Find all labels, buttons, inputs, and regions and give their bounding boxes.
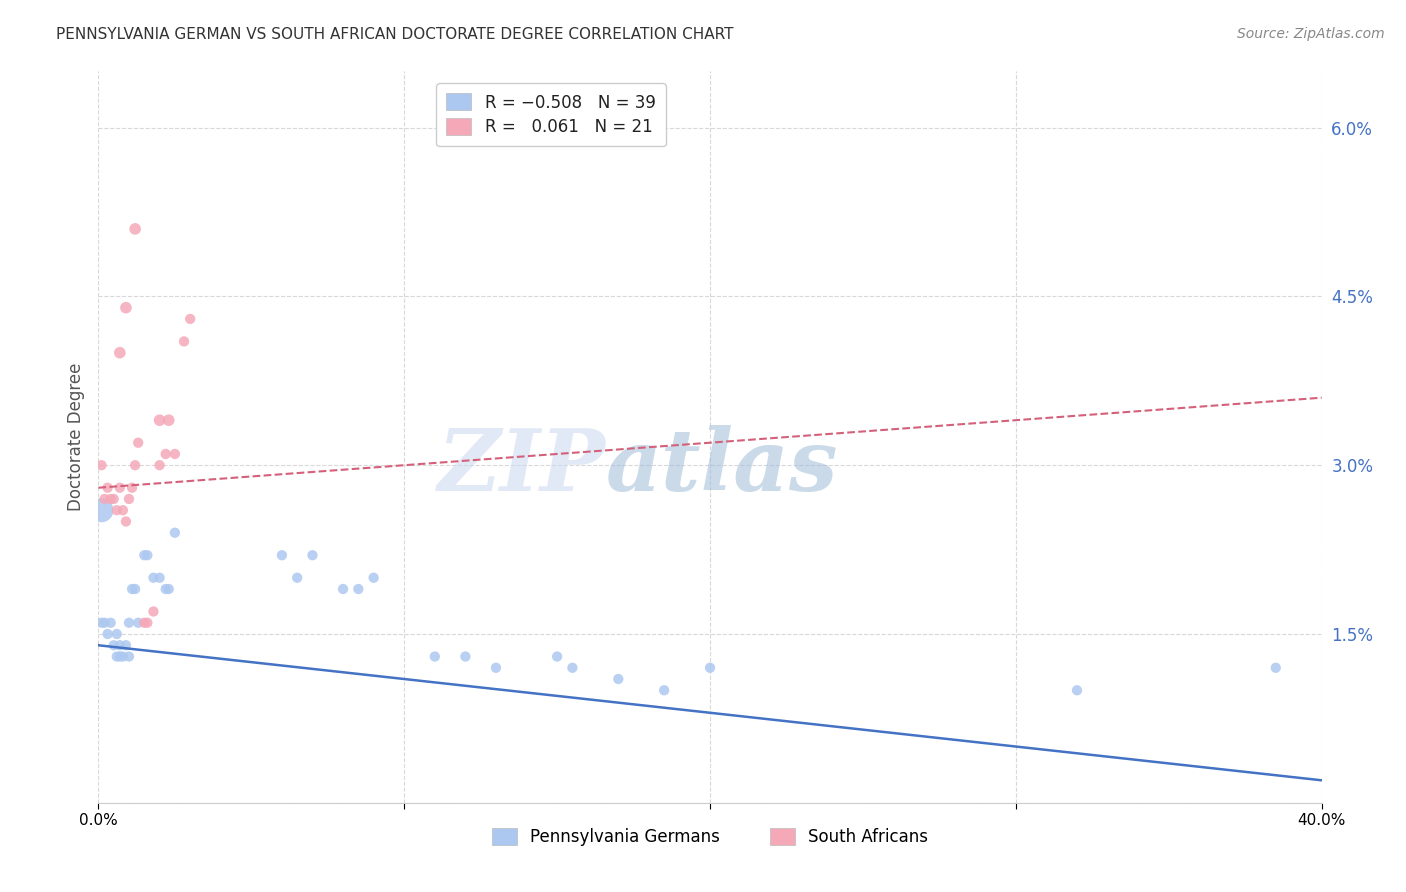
Point — [136, 615, 159, 630]
Point — [115, 638, 138, 652]
Text: PENNSYLVANIA GERMAN VS SOUTH AFRICAN DOCTORATE DEGREE CORRELATION CHART: PENNSYLVANIA GERMAN VS SOUTH AFRICAN DOC… — [56, 27, 734, 42]
Point — [100, 491, 122, 506]
Point — [115, 515, 138, 529]
Point — [124, 582, 146, 596]
Point — [1066, 683, 1088, 698]
Point — [108, 638, 131, 652]
Point — [301, 548, 323, 562]
Point — [105, 649, 128, 664]
Point — [93, 615, 115, 630]
Point — [111, 503, 134, 517]
Point — [142, 571, 165, 585]
Point — [105, 627, 128, 641]
Text: ZIP: ZIP — [439, 425, 606, 508]
Text: atlas: atlas — [606, 425, 838, 508]
Point — [127, 435, 149, 450]
Point — [100, 615, 122, 630]
Point — [546, 649, 568, 664]
Point — [105, 503, 128, 517]
Point — [97, 481, 120, 495]
Point — [155, 447, 177, 461]
Point — [136, 548, 159, 562]
Point — [423, 649, 446, 664]
Point — [103, 638, 125, 652]
Point — [149, 571, 172, 585]
Point — [93, 491, 115, 506]
Point — [108, 649, 131, 664]
Point — [163, 447, 186, 461]
Point — [121, 582, 143, 596]
Point — [607, 672, 630, 686]
Point — [90, 458, 112, 473]
Point — [111, 649, 134, 664]
Point — [699, 661, 721, 675]
Point — [90, 615, 112, 630]
Point — [157, 413, 180, 427]
Point — [118, 491, 141, 506]
Point — [118, 615, 141, 630]
Point — [108, 481, 131, 495]
Point — [1264, 661, 1286, 675]
Point — [134, 548, 156, 562]
Point — [652, 683, 675, 698]
Point — [115, 301, 138, 315]
Point — [363, 571, 385, 585]
Point — [97, 627, 120, 641]
Point — [121, 481, 143, 495]
Point — [332, 582, 354, 596]
Point — [157, 582, 180, 596]
Point — [127, 615, 149, 630]
Point — [124, 458, 146, 473]
Point — [118, 649, 141, 664]
Point — [561, 661, 583, 675]
Text: Source: ZipAtlas.com: Source: ZipAtlas.com — [1237, 27, 1385, 41]
Point — [149, 458, 172, 473]
Y-axis label: Doctorate Degree: Doctorate Degree — [66, 363, 84, 511]
Point — [149, 413, 172, 427]
Point — [108, 345, 131, 359]
Legend: Pennsylvania Germans, South Africans: Pennsylvania Germans, South Africans — [485, 822, 935, 853]
Point — [173, 334, 195, 349]
Point — [134, 615, 156, 630]
Point — [142, 605, 165, 619]
Point — [270, 548, 292, 562]
Point — [347, 582, 370, 596]
Point — [103, 491, 125, 506]
Point — [90, 503, 112, 517]
Point — [163, 525, 186, 540]
Point — [179, 312, 201, 326]
Point — [124, 222, 146, 236]
Point — [155, 582, 177, 596]
Point — [485, 661, 508, 675]
Point — [285, 571, 308, 585]
Point — [454, 649, 477, 664]
